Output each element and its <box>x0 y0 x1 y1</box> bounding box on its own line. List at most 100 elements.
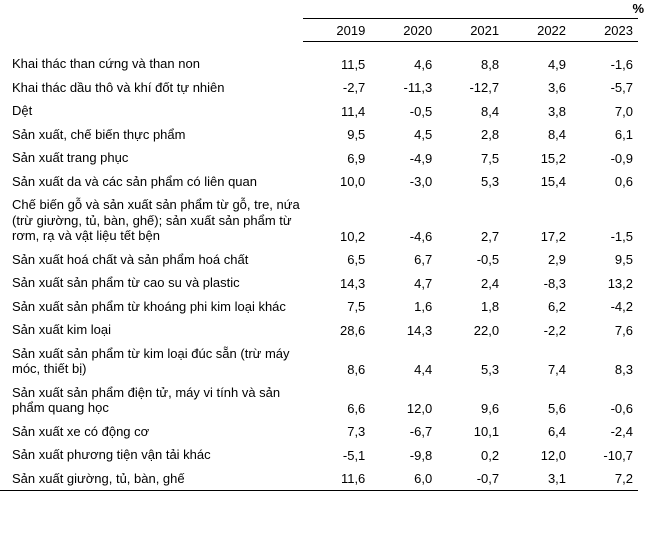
row-label: Sản xuất kim loại <box>12 322 111 337</box>
value-cell-2022: -8,3 <box>543 275 567 291</box>
value-cell-2019: 10,0 <box>339 174 366 189</box>
row-label: Sản xuất hoá chất và sản phẩm hoá chất <box>12 251 249 267</box>
unit-label: % <box>632 1 644 16</box>
year-header: 2022 <box>504 18 572 42</box>
value-cell-2022: -2,2 <box>543 322 567 338</box>
value-cell-2020: -4,9 <box>409 150 433 166</box>
value-cell-2020: 4,4 <box>414 361 433 377</box>
table-row: Dệt 11,4 -0,5 8,4 3,8 7,0 <box>0 99 638 123</box>
value-cell-2021: 9,6 <box>481 400 500 416</box>
value-cell-2022: 8,4 <box>547 127 567 142</box>
row-label: Khai thác dầu thô và khí đốt tự nhiên <box>12 79 225 95</box>
value-cell-2020: 4,5 <box>414 127 433 142</box>
value-cell-2019: 11,4 <box>340 103 366 119</box>
value-cell-2022: 3,6 <box>547 80 567 95</box>
table-row: Khai thác dầu thô và khí đốt tự nhiên -2,… <box>0 76 638 100</box>
value-cell-2023: -4,2 <box>610 299 633 314</box>
value-cell-2022: 17,2 <box>540 228 567 244</box>
table-body: Khai thác than cứng và than non 11,5 4,6 8,… <box>0 42 638 491</box>
value-cell-2022: 12,0 <box>540 447 567 463</box>
table-row: Sản xuất hoá chất và sản phẩm hoá chất 6,… <box>0 248 638 272</box>
value-cell-2019: 11,5 <box>340 56 366 72</box>
value-cell-2021: 8,4 <box>481 103 500 119</box>
value-cell-2020: 14,3 <box>406 322 433 338</box>
value-cell-2021: 2,4 <box>481 275 500 291</box>
value-cell-2021: 5,3 <box>481 361 500 377</box>
value-cell-2020: 6,7 <box>414 252 433 267</box>
header-label-cell <box>0 19 303 42</box>
value-cell-2019: 7,5 <box>347 299 366 314</box>
value-cell-2021: 7,5 <box>481 150 500 166</box>
value-cell-2020: -0,5 <box>409 103 433 119</box>
value-cell-2021: 5,3 <box>481 174 500 189</box>
table-header-row: 2019 2020 2021 2022 2023 <box>0 18 638 42</box>
row-label: Sản xuất sản phẩm từ cao su và plastic <box>12 275 240 290</box>
value-cell-2023: -0,6 <box>610 400 633 416</box>
table-row: Sản xuất sản phẩm điện tử, máy vi tính v… <box>0 381 638 420</box>
year-header: 2020 <box>370 18 438 42</box>
row-label: Sản xuất, chế biến thực phẩm <box>12 126 186 142</box>
value-cell-2021: 2,8 <box>481 127 500 142</box>
value-cell-2022: 6,2 <box>547 299 567 314</box>
value-cell-2021: -0,7 <box>437 466 505 491</box>
row-label: Khai thác than cứng và than non <box>12 56 200 71</box>
table-row: Sản xuất sản phẩm từ khoáng phi kim loại… <box>0 295 638 319</box>
row-label: Sản xuất sản phẩm từ kim loại đúc sẵn (t… <box>12 345 290 377</box>
table-row: Sản xuất trang phục 6,9 -4,9 7,5 15,2 -0,9 <box>0 146 638 170</box>
value-cell-2021: 22,0 <box>473 322 500 338</box>
table-row: Chế biến gỗ và sản xuất sản phẩm từ gỗ, … <box>0 193 638 248</box>
table-row: Khai thác than cứng và than non 11,5 4,6 8,… <box>0 52 638 76</box>
value-cell-2022: 6,4 <box>547 424 567 439</box>
value-cell-2023: 13,2 <box>607 275 633 291</box>
table-row: Sản xuất sản phẩm từ kim loại đúc sẵn (t… <box>0 342 638 381</box>
value-cell-2023: 0,6 <box>614 174 633 189</box>
value-cell-2021: 8,8 <box>481 56 500 72</box>
value-cell-2019: 11,6 <box>303 466 371 491</box>
value-cell-2019: 9,5 <box>347 127 366 142</box>
value-cell-2019: -5,1 <box>342 447 366 463</box>
value-cell-2021: 1,8 <box>481 299 500 314</box>
value-cell-2022: 5,6 <box>547 400 567 416</box>
value-cell-2019: 28,6 <box>339 322 366 338</box>
value-cell-2019: -2,7 <box>342 80 366 95</box>
row-label: Sản xuất xe có động cơ <box>12 423 150 439</box>
value-cell-2020: 6,0 <box>370 466 438 491</box>
value-cell-2023: -1,5 <box>610 228 633 244</box>
row-label: Sản xuất phương tiện vận tải khác <box>12 447 211 462</box>
value-cell-2019: 6,6 <box>347 400 366 416</box>
value-cell-2020: -3,0 <box>409 174 433 189</box>
value-cell-2023: -5,7 <box>610 80 633 95</box>
row-label: Chế biến gỗ và sản xuất sản phẩm từ gỗ, … <box>12 197 300 243</box>
row-label: Sản xuất trang phục <box>12 150 129 165</box>
value-cell-2022: 3,8 <box>547 103 567 119</box>
row-label: Dệt <box>12 103 33 118</box>
table-row: Sản xuất sản phẩm từ cao su và plastic 14… <box>0 271 638 295</box>
value-cell-2022: 15,2 <box>540 150 567 166</box>
value-cell-2023: -1,6 <box>610 56 633 72</box>
value-cell-2020: 12,0 <box>406 400 433 416</box>
row-label: Sản xuất giường, tủ, bàn, ghế <box>0 466 304 491</box>
value-cell-2022: 15,4 <box>540 174 567 189</box>
value-cell-2022: 2,9 <box>547 252 567 267</box>
value-cell-2022: 7,4 <box>547 361 567 377</box>
value-cell-2019: 10,2 <box>339 228 366 244</box>
value-cell-2023: 7,0 <box>614 103 633 119</box>
value-cell-2023: 8,3 <box>614 361 633 377</box>
growth-table: 2019 2020 2021 2022 2023 Khai thác than … <box>0 18 638 491</box>
value-cell-2023: 7,2 <box>571 466 638 491</box>
table-row: Sản xuất, chế biến thực phẩm 9,5 4,5 2,8 8,4… <box>0 123 638 147</box>
value-cell-2020: 4,7 <box>414 275 433 291</box>
value-cell-2020: 4,6 <box>414 56 433 72</box>
value-cell-2021: 10,1 <box>473 424 500 439</box>
row-label: Sản xuất sản phẩm từ khoáng phi kim loại… <box>12 298 286 314</box>
year-header: 2019 <box>303 18 371 42</box>
value-cell-2019: 6,5 <box>347 252 366 267</box>
value-cell-2020: 1,6 <box>414 299 433 314</box>
value-cell-2019: 8,6 <box>347 361 366 377</box>
table-row: Sản xuất xe có động cơ 7,3 -6,7 10,1 6,4 -2,4 <box>0 420 638 444</box>
table-row: Sản xuất kim loại 28,6 14,3 22,0 -2,2 7,6 <box>0 318 638 342</box>
value-cell-2021: -12,7 <box>469 80 500 95</box>
year-header: 2023 <box>571 18 638 42</box>
table-row: Sản xuất da và các sản phẩm có liên quan… <box>0 170 638 194</box>
value-cell-2023: -0,9 <box>610 150 633 166</box>
